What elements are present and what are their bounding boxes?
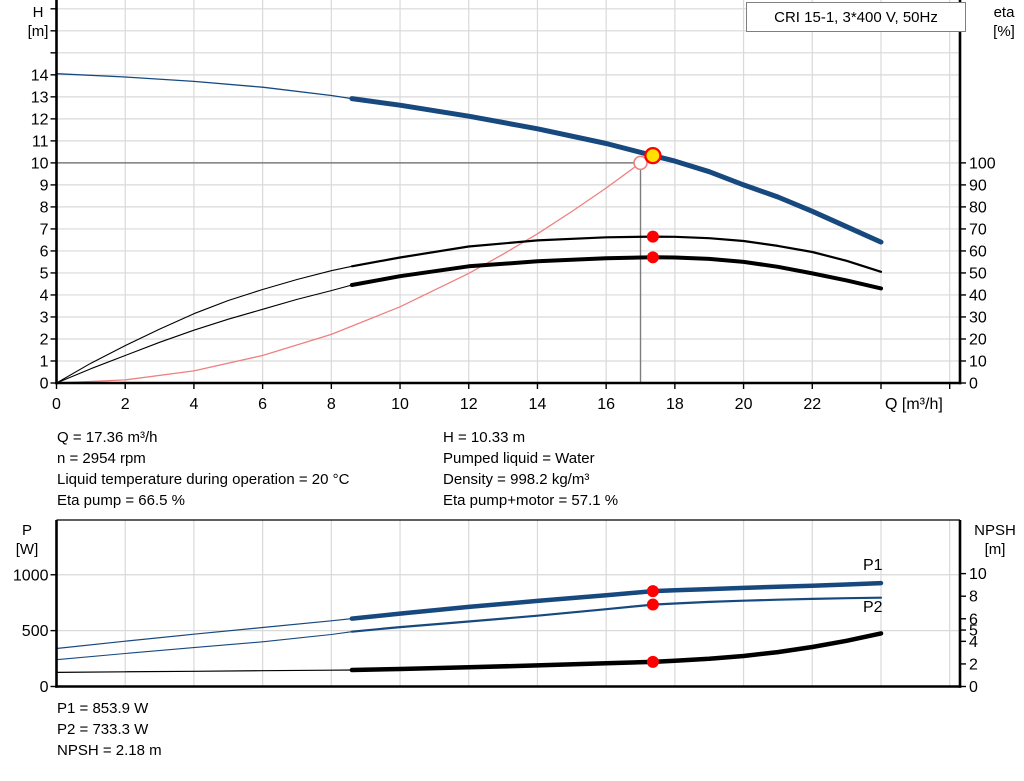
- x-tick-label: 12: [460, 396, 478, 413]
- left-tick-label: 11: [32, 133, 49, 150]
- left-tick-label: 0: [40, 679, 49, 696]
- eta-pump-curve-extension: [55, 265, 353, 384]
- left-tick-label: 8: [40, 199, 49, 216]
- left-tick-label: 4: [40, 287, 49, 304]
- left-tick-label: 5: [40, 265, 49, 282]
- left-tick-label: 500: [22, 623, 49, 640]
- eta-pump-motor-curve-extension: [55, 284, 353, 384]
- npsh-curve-extension: [55, 669, 353, 673]
- left-tick-label: 9: [40, 177, 49, 194]
- eta-pump-motor-curve: [349, 255, 883, 291]
- left-tick-label: 10: [31, 155, 49, 172]
- pump-type-label: CRI 15-1, 3*400 V, 50Hz: [746, 2, 966, 32]
- right-tick-label: 8: [969, 589, 978, 606]
- npsh-duty-point: [646, 655, 659, 668]
- h-axis-unit-label: H [m]: [27, 4, 49, 40]
- left-tick-label: 7: [40, 221, 49, 238]
- right-tick-label: 0: [969, 376, 978, 393]
- p1-duty-point: [646, 585, 659, 598]
- result-line-p2: P2 = 733.3 W: [57, 721, 149, 738]
- right-tick-label: 2: [969, 656, 978, 673]
- result-line-temp: Liquid temperature during operation = 20…: [57, 471, 350, 488]
- right-tick-label: 50: [969, 265, 987, 282]
- duty-results-right-column: H = 10.33 m Pumped liquid = Water Densit…: [443, 427, 618, 511]
- chart-qh-eta: 0 2 4 6 8 10 12 14 16 18 20 22012345678910111213140…: [31, 0, 996, 413]
- x-axis-title: Q [m³/h]: [885, 396, 943, 413]
- result-line-liquid: Pumped liquid = Water: [443, 450, 595, 467]
- pump-qh-curve-extension: [55, 73, 353, 100]
- result-line-q: Q = 17.36 m³/h: [57, 429, 158, 446]
- p2-curve-extension: [55, 631, 353, 661]
- left-tick-label: 1000: [13, 567, 49, 584]
- p2-curve: [350, 596, 883, 633]
- x-tick-label: 18: [666, 396, 684, 413]
- x-tick-label: 22: [803, 396, 821, 413]
- result-line-n: n = 2954 rpm: [57, 450, 146, 467]
- left-tick-label: 3: [40, 309, 49, 326]
- result-line-p1: P1 = 853.9 W: [57, 700, 149, 717]
- right-tick-label: 80: [969, 199, 987, 216]
- right-tick-label: 100: [969, 155, 996, 172]
- x-tick-label: 16: [597, 396, 615, 413]
- result-line-eta-pump: Eta pump = 66.5 %: [57, 492, 185, 509]
- eta-pump-point: [646, 230, 659, 243]
- result-line-density: Density = 998.2 kg/m³: [443, 471, 590, 488]
- pump-qh-curve: [349, 96, 884, 245]
- right-tick-label: 90: [969, 177, 987, 194]
- right-tick-label: 6: [969, 611, 978, 628]
- right-tick-label: 0: [969, 679, 978, 696]
- eta-pump-curve: [350, 235, 883, 273]
- x-tick-label: 10: [391, 396, 409, 413]
- left-tick-label: 14: [31, 67, 49, 84]
- right-tick-label: 10: [969, 566, 987, 583]
- npsh-axis-unit-label: NPSH [m]: [974, 522, 1016, 558]
- right-tick-label: 40: [969, 287, 987, 304]
- npsh-curve: [349, 631, 884, 673]
- left-tick-label: 1: [40, 353, 49, 370]
- left-tick-label: 12: [31, 111, 49, 128]
- p1-curve-extension: [55, 618, 353, 650]
- left-tick-label: 2: [40, 331, 49, 348]
- x-tick-label: 14: [529, 396, 547, 413]
- right-tick-label: 20: [969, 331, 987, 348]
- right-tick-label: 70: [969, 221, 987, 238]
- right-tick-label: 10: [969, 353, 987, 370]
- eta-axis-unit-label: eta [%]: [993, 4, 1015, 40]
- requested-duty-point: [633, 155, 648, 171]
- right-tick-label: 60: [969, 243, 987, 260]
- series-label-p1: P1: [863, 557, 883, 574]
- series-label-p2: P2: [863, 599, 883, 616]
- chart-power-npsh: 0 500 1000 0 2 456 8 10 P1 P2: [13, 519, 987, 696]
- right-tick-label: 4: [969, 634, 978, 651]
- system-curve: [55, 154, 654, 384]
- x-tick-label: 0: [52, 396, 61, 413]
- left-tick-label: 6: [40, 243, 49, 260]
- left-tick-label: 13: [31, 89, 49, 106]
- x-tick-label: 8: [327, 396, 336, 413]
- right-tick-label: 30: [969, 309, 987, 326]
- x-tick-label: 4: [189, 396, 198, 413]
- p1-curve: [349, 580, 884, 621]
- power-results-block: P1 = 853.9 W P2 = 733.3 W NPSH = 2.18 m: [57, 698, 162, 761]
- eta-pump-motor-point: [646, 251, 659, 264]
- left-tick-label: 0: [40, 376, 49, 393]
- x-tick-label: 6: [258, 396, 267, 413]
- duty-point[interactable]: [644, 146, 662, 165]
- p2-duty-point: [646, 598, 659, 611]
- x-tick-label: 2: [121, 396, 130, 413]
- duty-results-left-column: Q = 17.36 m³/h n = 2954 rpm Liquid tempe…: [57, 427, 349, 511]
- result-line-npsh: NPSH = 2.18 m: [57, 742, 162, 759]
- p-axis-unit-label: P [W]: [15, 522, 39, 558]
- result-line-h: H = 10.33 m: [443, 429, 526, 446]
- right-tick-label: 5: [969, 623, 978, 640]
- result-line-eta-pump-motor: Eta pump+motor = 57.1 %: [443, 492, 619, 509]
- x-tick-label: 20: [735, 396, 753, 413]
